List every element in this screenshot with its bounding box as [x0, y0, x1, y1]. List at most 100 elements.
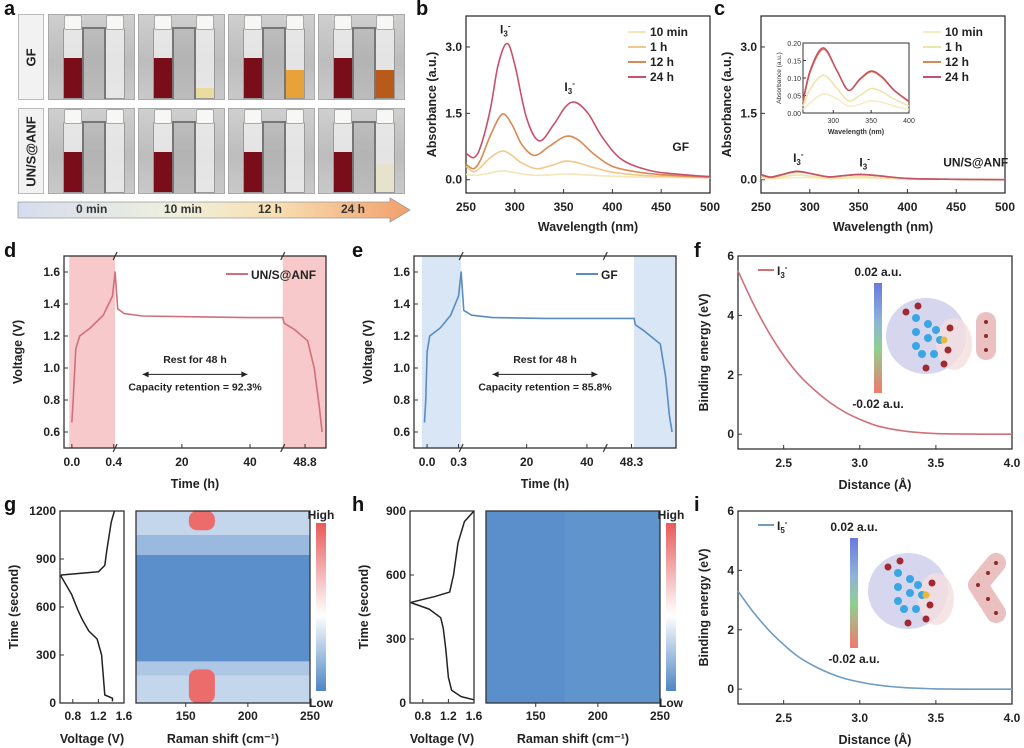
right-vial	[105, 121, 125, 193]
x-axis-label: Distance (Å)	[839, 477, 912, 492]
voltage-time-curve	[60, 510, 116, 702]
rest-arrow-head-right	[241, 371, 248, 378]
y-tick-label: 0.0	[445, 173, 462, 187]
left-vial-liquid	[244, 58, 262, 98]
y-tick-label: 1.2	[393, 329, 410, 343]
rest-annotation: Rest for 48 h	[513, 354, 577, 366]
atom-nitrogen-carbon	[894, 569, 902, 577]
y-tick-label: 6	[727, 249, 734, 263]
electrostatic-surface-edge	[936, 318, 972, 370]
x-tick-label: 0.3	[450, 455, 467, 469]
voltage-profile-frame	[409, 510, 475, 704]
annotation-i3: I3-	[859, 154, 870, 171]
voltage-time-curve	[410, 510, 475, 701]
y-tick-label: 2	[727, 623, 734, 637]
axis-break-mark	[458, 443, 464, 453]
voltage-curve	[423, 271, 673, 433]
photo-unsanf-3	[318, 108, 405, 194]
vial-cap	[64, 15, 82, 30]
atom-iodine	[986, 597, 990, 601]
photo-gf-3	[318, 14, 405, 100]
y-axis-label: Binding energy (eV)	[697, 293, 711, 411]
x-tick-label: 400	[897, 200, 917, 214]
chart-e-voltage-gf: 0.6 0.8 1.0 1.2 1.4 1.6 0.0 0.3 20 40 48.3 Voltage …	[361, 251, 677, 491]
x-tick-label: 450	[651, 200, 671, 214]
x-tick-label: 2.5	[775, 711, 792, 725]
x-tick-label: 20	[175, 455, 189, 469]
y-tick-label: 0.8	[393, 393, 410, 407]
x-tick-label: 4.0	[1004, 711, 1021, 725]
x-axis-label: Distance (Å)	[839, 732, 912, 747]
capacity-retention-annotation: Capacity retention = 85.8%	[478, 381, 612, 393]
capacity-retention-annotation: Capacity retention = 92.3%	[128, 381, 262, 393]
x-tick-label: 3.0	[851, 711, 868, 725]
inset-y-tick-label: 0.10	[787, 76, 801, 83]
legend-label: 12 h	[650, 55, 674, 69]
x-axis-label: Raman shift (cm⁻¹)	[517, 732, 629, 746]
annotation-label: GF	[672, 140, 689, 154]
metal-clamp	[262, 121, 286, 193]
binding-energy-curve	[737, 270, 1012, 435]
panel-a-photos: GF UN/S@ANF	[18, 10, 408, 196]
colorbar-bottom-label: -0.02 a.u.	[828, 652, 879, 666]
x-axis-label: Wavelength (nm)	[538, 220, 638, 234]
atom-oxygen	[884, 563, 892, 571]
x-tick-label: 300	[800, 200, 820, 214]
panel-letter-i: i	[694, 494, 700, 516]
metal-clamp	[172, 27, 196, 99]
left-vial-liquid	[64, 58, 82, 98]
x-tick-label: 1.2	[90, 709, 107, 723]
row-label-unsanf: UN/S@ANF	[18, 108, 44, 194]
y-tick-label: 0.0	[740, 173, 757, 187]
x-tick-label: 250	[650, 709, 670, 723]
atom-oxygen	[914, 302, 922, 310]
chart-b-uv-vis-gf: 0.0 1.5 3.0 250 300 350 400 450 500 Absorbance (a…	[425, 15, 720, 234]
right-vial-liquid	[196, 88, 214, 98]
x-tick-label: 150	[526, 709, 546, 723]
colorbar-high-label: High	[658, 508, 685, 522]
x-tick-label: 3.0	[851, 456, 868, 470]
y-tick-label: 1.2	[43, 329, 60, 343]
legend-label: 1 h	[650, 40, 667, 54]
right-vial-liquid	[376, 70, 394, 98]
y-axis-label: Absorbance (a.u.)	[720, 52, 734, 158]
x-tick-label: 500	[995, 200, 1015, 214]
y-tick-label: 1.4	[43, 297, 60, 311]
panel-letter-b: b	[416, 0, 429, 20]
metal-clamp	[82, 27, 106, 99]
x-tick-label: 350	[554, 200, 574, 214]
inset-y-tick-label: 0.15	[787, 59, 801, 66]
x-tick-label: 48.8	[293, 455, 317, 469]
atom-nitrogen-carbon	[924, 334, 932, 342]
atom-iodine	[984, 334, 988, 338]
x-tick-label: 0.0	[419, 455, 436, 469]
heatmap-shade	[564, 511, 660, 703]
inset-frame	[802, 42, 910, 114]
atom-sulfur	[922, 591, 930, 599]
axis-break-mark	[112, 251, 118, 261]
y-tick-label: 0	[399, 696, 406, 710]
photo-unsanf-1	[138, 108, 225, 194]
voltage-profile-frame	[59, 510, 125, 704]
vial-cap	[286, 109, 304, 124]
metal-clamp	[82, 121, 106, 193]
legend-label: 10 min	[650, 25, 688, 39]
time-label-3: 24 h	[341, 202, 366, 216]
atom-nitrogen-carbon	[912, 314, 920, 322]
shaded-region	[69, 256, 116, 448]
legend-label: I3-	[777, 263, 788, 280]
y-tick-label: 300	[386, 632, 406, 646]
vial-cap	[154, 15, 172, 30]
x-tick-label: 4.0	[1004, 456, 1021, 470]
atom-iodine	[984, 320, 988, 324]
atom-nitrogen-carbon	[912, 605, 920, 613]
y-tick-label: 4	[727, 563, 734, 577]
x-tick-label: 500	[700, 200, 720, 214]
vial-cap	[334, 109, 352, 124]
atom-iodine	[976, 583, 980, 587]
right-vial	[285, 121, 305, 193]
panel-letter-c: c	[714, 0, 726, 20]
time-label-2: 12 h	[258, 202, 283, 216]
time-arrow: 0 min 10 min 12 h 24 h	[17, 197, 411, 223]
left-vial	[63, 27, 83, 99]
